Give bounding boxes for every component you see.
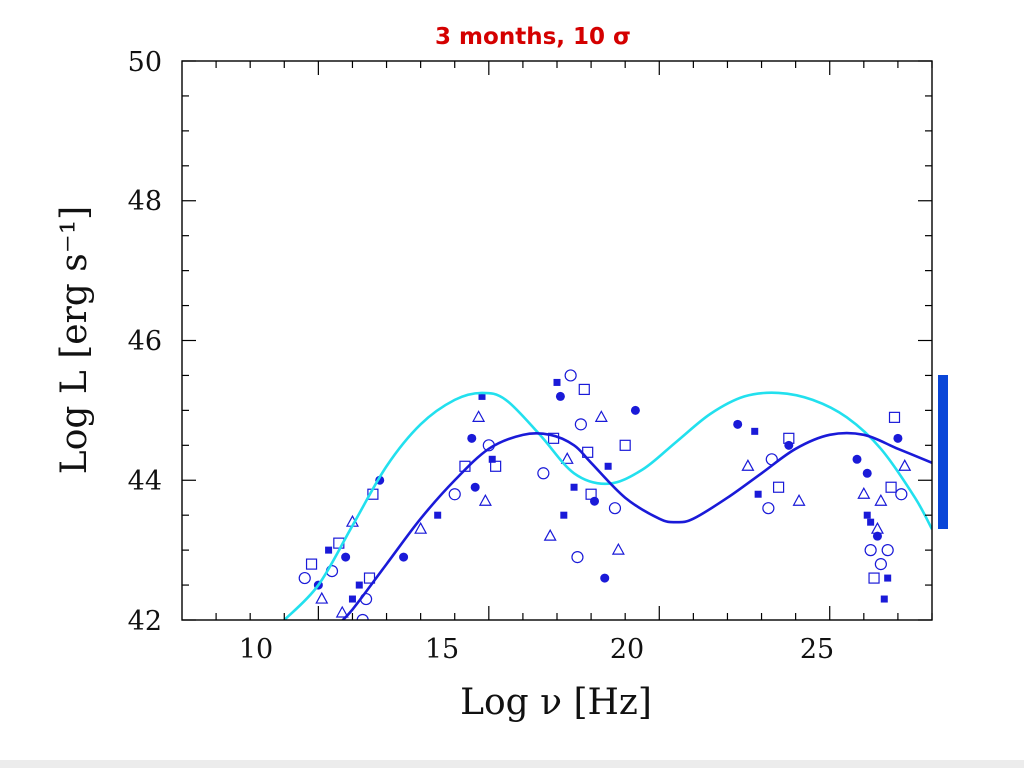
data-point [872, 531, 882, 541]
plot-frame [181, 60, 933, 621]
data-point [870, 521, 884, 534]
data-point [754, 490, 762, 498]
data-point [335, 605, 349, 618]
data-point [630, 405, 640, 415]
data-point [478, 493, 492, 506]
data-point [555, 391, 565, 401]
data-point [472, 410, 486, 422]
data-point [783, 432, 795, 444]
chart-title: 3 months, 10 σ [435, 24, 631, 50]
data-point [863, 511, 871, 519]
data-point [888, 411, 901, 423]
data-point [594, 410, 608, 422]
data-point [874, 557, 887, 571]
data-point [741, 459, 755, 471]
data-point [560, 452, 574, 464]
data-point [585, 488, 597, 500]
data-point [488, 455, 496, 463]
data-point [305, 558, 318, 570]
data-point [867, 518, 875, 526]
data-point [611, 542, 625, 555]
data-point [574, 418, 587, 431]
data-point [399, 552, 409, 562]
data-point [893, 433, 903, 443]
model-curve-cyan [283, 391, 932, 620]
data-point [619, 439, 631, 451]
data-point [315, 591, 329, 604]
data-point [543, 528, 557, 541]
data-point [600, 573, 610, 583]
axis-ticks [182, 60, 933, 621]
data-point [578, 383, 590, 396]
data-point [356, 613, 369, 620]
y-axis-label: Log L [erg s⁻¹] [54, 206, 95, 474]
x-tick-label-15: 15 [425, 634, 459, 665]
x-tick-label-20: 20 [610, 634, 644, 665]
data-point [467, 433, 477, 443]
data-point [564, 369, 577, 382]
data-point [772, 481, 785, 493]
data-point [884, 574, 892, 582]
data-point [325, 546, 333, 554]
slide-bottom-rule [0, 760, 1024, 768]
data-point [881, 544, 894, 557]
y-tick-label-50: 50 [128, 47, 162, 78]
data-point [792, 493, 806, 506]
data-point [363, 572, 376, 584]
data-point [762, 502, 775, 515]
data-point [571, 551, 584, 564]
data-point [448, 488, 461, 501]
data-point [608, 502, 622, 515]
data-point [751, 427, 759, 435]
model-curve-blue [341, 431, 932, 620]
data-point [885, 481, 897, 493]
data-point [553, 378, 561, 386]
data-point [341, 552, 351, 562]
data-point [590, 496, 599, 506]
data-point [298, 571, 311, 585]
data-point [478, 392, 486, 400]
x-axis-label: Log ν [Hz] [460, 682, 652, 723]
data-point [857, 486, 871, 499]
data-point [874, 493, 888, 506]
y-tick-label-48: 48 [128, 186, 162, 217]
data-point [470, 482, 480, 492]
data-point [864, 544, 877, 557]
data-point [604, 462, 612, 470]
data-point [868, 572, 880, 584]
x-tick-label-25: 25 [800, 634, 834, 665]
data-point [733, 419, 743, 429]
data-point [414, 521, 428, 534]
y-tick-label-44: 44 [128, 466, 162, 497]
data-point [434, 511, 442, 519]
data-point [895, 488, 908, 501]
data-point [880, 595, 888, 603]
plot-content [283, 369, 932, 620]
data-point [570, 483, 578, 491]
y-tick-label-46: 46 [128, 326, 162, 357]
data-point [898, 459, 912, 471]
data-point [355, 581, 363, 589]
data-point [348, 595, 356, 603]
data-point [784, 440, 794, 450]
sensitivity-bar [938, 375, 948, 529]
data-point [852, 454, 862, 464]
y-tick-label-42: 42 [128, 606, 162, 637]
data-point [560, 511, 568, 519]
x-tick-label-10: 10 [239, 634, 273, 665]
data-point [537, 467, 550, 480]
data-point [862, 468, 872, 478]
